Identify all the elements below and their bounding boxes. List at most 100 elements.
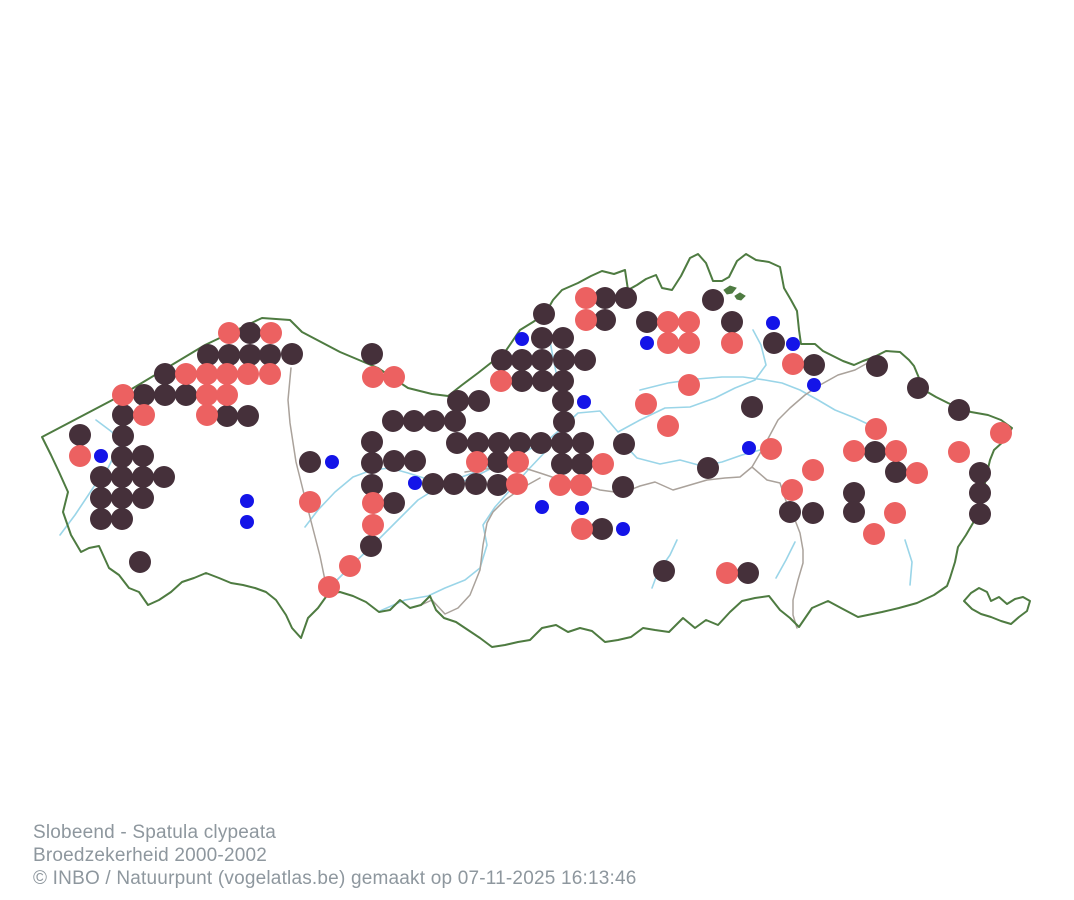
observation-dark-dot	[422, 473, 444, 495]
observation-red-dot	[884, 502, 906, 524]
observation-red-dot	[657, 332, 679, 354]
observation-blue-dot	[786, 337, 800, 351]
observation-blue-dot	[408, 476, 422, 490]
observation-dark-dot	[383, 450, 405, 472]
observation-dark-dot	[509, 432, 531, 454]
observation-red-dot	[948, 441, 970, 463]
observation-dark-dot	[216, 405, 238, 427]
copyright-line: © INBO / Natuurpunt (vogelatlas.be) gema…	[33, 868, 637, 889]
observation-dark-dot	[132, 445, 154, 467]
species-title: Slobeend - Spatula clypeata	[33, 822, 277, 843]
observation-blue-dot	[640, 336, 654, 350]
river-line	[547, 329, 767, 441]
observation-red-dot	[490, 370, 512, 392]
observation-dark-dot	[779, 501, 801, 523]
observation-dark-dot	[112, 425, 134, 447]
observation-dark-dot	[259, 344, 281, 366]
observation-dark-dot	[702, 289, 724, 311]
observation-red-dot	[657, 311, 679, 333]
observation-dark-dot	[90, 508, 112, 530]
observation-red-dot	[716, 562, 738, 584]
observation-dark-dot	[551, 432, 573, 454]
observation-dark-dot	[487, 451, 509, 473]
observation-red-dot	[339, 555, 361, 577]
observation-red-dot	[802, 459, 824, 481]
observation-dark-dot	[383, 492, 405, 514]
observation-dark-dot	[361, 452, 383, 474]
observation-dark-dot	[239, 344, 261, 366]
observation-red-dot	[575, 287, 597, 309]
observation-dark-dot	[467, 432, 489, 454]
observation-red-dot	[865, 418, 887, 440]
observation-dark-dot	[491, 349, 513, 371]
observation-red-dot	[592, 453, 614, 475]
observation-dark-dot	[803, 354, 825, 376]
observation-dark-dot	[843, 501, 865, 523]
observation-dark-dot	[533, 303, 555, 325]
observation-dark-dot	[446, 432, 468, 454]
observation-blue-dot	[515, 332, 529, 346]
observation-dark-dot	[69, 424, 91, 446]
observation-blue-dot	[94, 449, 108, 463]
observation-dark-dot	[361, 431, 383, 453]
observation-blue-dot	[742, 441, 756, 455]
observation-dark-dot	[653, 560, 675, 582]
observation-red-dot	[362, 514, 384, 536]
voeren-border	[963, 587, 1031, 625]
observation-dark-dot	[553, 349, 575, 371]
observation-dark-dot	[969, 503, 991, 525]
observation-dark-dot	[90, 487, 112, 509]
observation-blue-dot	[325, 455, 339, 469]
observation-dark-dot	[530, 432, 552, 454]
observation-red-dot	[571, 518, 593, 540]
observation-dark-dot	[361, 474, 383, 496]
observation-dark-dot	[218, 344, 240, 366]
flanders-border	[41, 253, 1013, 648]
observation-dark-dot	[553, 411, 575, 433]
observation-red-dot	[216, 363, 238, 385]
observation-dark-dot	[594, 309, 616, 331]
observation-dark-dot	[132, 487, 154, 509]
observation-red-dot	[133, 404, 155, 426]
observation-dark-dot	[423, 410, 445, 432]
observation-blue-dot	[577, 395, 591, 409]
observation-dark-dot	[468, 390, 490, 412]
observation-dark-dot	[111, 487, 133, 509]
observation-dark-dot	[111, 446, 133, 468]
observation-red-dot	[362, 492, 384, 514]
observation-red-dot	[175, 363, 197, 385]
observation-red-dot	[678, 332, 700, 354]
observation-dark-dot	[511, 370, 533, 392]
observation-red-dot	[362, 366, 384, 388]
observation-red-dot	[259, 363, 281, 385]
observation-dark-dot	[133, 384, 155, 406]
observation-blue-dot	[240, 515, 254, 529]
observation-dark-dot	[885, 461, 907, 483]
observation-dark-dot	[531, 349, 553, 371]
observation-red-dot	[885, 440, 907, 462]
observation-dark-dot	[443, 473, 465, 495]
observation-dark-dot	[111, 508, 133, 530]
observation-red-dot	[782, 353, 804, 375]
observation-red-dot	[318, 576, 340, 598]
observation-dark-dot	[111, 466, 133, 488]
river-line	[775, 541, 796, 579]
observation-dark-dot	[132, 466, 154, 488]
observation-dark-dot	[154, 384, 176, 406]
observation-dark-dot	[551, 453, 573, 475]
observation-dark-dot	[969, 462, 991, 484]
observation-dark-dot	[488, 432, 510, 454]
observation-red-dot	[863, 523, 885, 545]
observation-dark-dot	[444, 410, 466, 432]
observation-dark-dot	[153, 466, 175, 488]
observation-red-dot	[69, 445, 91, 467]
observation-red-dot	[549, 474, 571, 496]
observation-dark-dot	[552, 370, 574, 392]
observation-dark-dot	[866, 355, 888, 377]
observation-red-dot	[507, 451, 529, 473]
observation-dark-dot	[613, 433, 635, 455]
observation-dark-dot	[531, 327, 553, 349]
observation-dark-dot	[636, 311, 658, 333]
